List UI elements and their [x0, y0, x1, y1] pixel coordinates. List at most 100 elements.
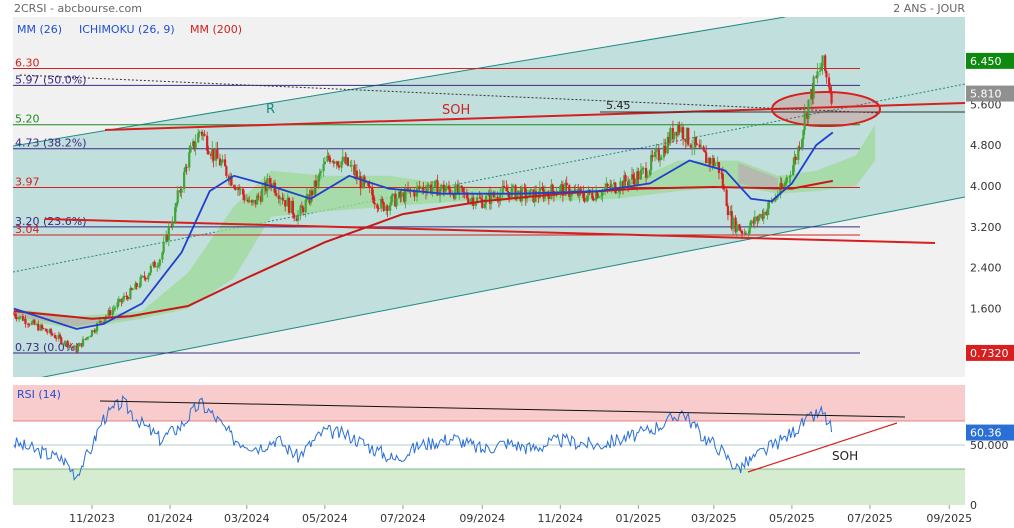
annotation-r: R: [266, 102, 275, 117]
candle-body-238: [438, 188, 442, 196]
candle-body-252: [463, 191, 466, 193]
candle-body-162: [302, 207, 305, 213]
candle-body-271: [497, 200, 500, 202]
candle-body-197: [364, 182, 367, 183]
candle-body-110: [209, 154, 213, 156]
candle-body-245: [451, 194, 454, 196]
candle-body-180: [335, 161, 338, 164]
candle-body-308: [564, 182, 567, 196]
candle-body-80: [156, 266, 159, 268]
y-tick-label-4: 4.000: [970, 180, 1002, 193]
candle-body-439: [798, 146, 801, 149]
candle-body-3: [17, 317, 21, 320]
candle-body-374: [682, 127, 685, 140]
candle-body-78: [152, 261, 155, 266]
candle-body-391: [712, 158, 715, 167]
candle-body-42: [87, 337, 90, 338]
candle-body-150: [281, 197, 284, 201]
candle-body-436: [793, 156, 796, 166]
dotted-resistance-line: [19, 74, 881, 114]
candle-body-313: [573, 190, 576, 192]
candle-body-47: [96, 322, 99, 331]
candle-body-145: [272, 182, 275, 188]
candle-body-191: [354, 170, 357, 175]
candle-body-32: [69, 345, 72, 347]
candle-body-405: [738, 224, 741, 231]
candle-body-413: [752, 220, 755, 224]
candle-body-166: [309, 190, 312, 204]
legend-ichimoku: ICHIMOKU (26, 9): [79, 23, 175, 36]
candle-body-129: [243, 194, 246, 201]
candle-body-320: [586, 195, 589, 202]
level-label-5: 3.20 (23.6%): [15, 215, 87, 228]
candle-body-149: [278, 197, 282, 200]
candle-body-73: [143, 275, 146, 278]
candle-body-133: [250, 200, 254, 203]
candle-body-49: [99, 321, 103, 322]
candle-body-343: [627, 181, 630, 186]
candle-body-407: [740, 230, 744, 234]
candle-body-368: [671, 128, 675, 140]
candle-body-43: [89, 335, 92, 338]
candle-body-103: [197, 133, 200, 143]
candle-body-109: [207, 150, 210, 155]
candle-body-414: [753, 216, 756, 224]
candle-body-5: [21, 316, 25, 321]
candle-body-373: [680, 127, 683, 133]
candle-body-118: [223, 159, 227, 167]
candle-body-415: [756, 216, 759, 222]
candle-body-36: [76, 346, 80, 352]
rsi-title: RSI (14): [17, 388, 61, 401]
candle-body-237: [436, 180, 439, 196]
candle-body-318: [582, 191, 585, 198]
level-label-1: 5.97 (50.0%): [15, 73, 87, 86]
candle-body-89: [171, 222, 174, 227]
candle-body-254: [467, 198, 470, 203]
candle-body-275: [505, 187, 508, 191]
candle-body-453: [824, 55, 827, 72]
candle-body-334: [610, 184, 613, 189]
candle-body-240: [442, 184, 445, 193]
candle-body-420: [765, 211, 768, 216]
candle-body-174: [323, 161, 326, 165]
candle-body-314: [574, 189, 577, 191]
candle-body-35: [75, 345, 78, 352]
candle-body-21: [49, 329, 53, 334]
candle-body-384: [699, 146, 703, 148]
candle-body-46: [94, 330, 97, 333]
candle-body-161: [300, 206, 303, 208]
candle-body-151: [282, 200, 286, 201]
annotations: R SOH 5.45: [266, 99, 631, 118]
candle-body-317: [579, 188, 582, 192]
candle-body-356: [650, 155, 653, 171]
candle-body-270: [496, 196, 499, 201]
candle-body-328: [600, 195, 603, 197]
candle-body-327: [597, 196, 600, 199]
candle-body-215: [397, 191, 401, 198]
candle-body-57: [113, 307, 117, 309]
candle-body-264: [484, 195, 488, 204]
candle-body-379: [690, 147, 694, 149]
candle-body-64: [126, 297, 129, 300]
support-trend-line: [44, 218, 936, 244]
candle-body-216: [399, 191, 402, 198]
candle-body-217: [400, 192, 403, 198]
candle-body-416: [757, 217, 760, 222]
candle-body-367: [669, 128, 672, 144]
candle-body-186: [345, 157, 348, 164]
candle-body-203: [376, 204, 379, 209]
candle-body-363: [662, 145, 666, 158]
candle-body-395: [720, 172, 723, 174]
candle-body-311: [569, 195, 572, 197]
candle-body-435: [792, 165, 795, 176]
breakout-ellipse: [771, 91, 881, 127]
candle-body-385: [702, 146, 705, 151]
candle-body-38: [80, 343, 83, 347]
candle-body-86: [166, 235, 169, 241]
candle-body-285: [523, 187, 526, 189]
candle-body-104: [198, 131, 201, 134]
legend-mm200: MM (200): [190, 23, 242, 36]
candle-body-429: [780, 183, 783, 188]
candle-body-112: [212, 148, 215, 161]
